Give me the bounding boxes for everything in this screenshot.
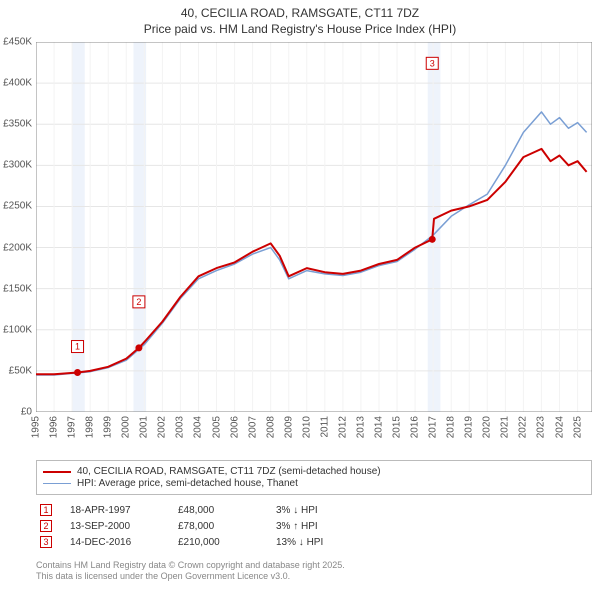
x-tick-label: 1997 — [67, 416, 78, 438]
x-tick-label: 2006 — [229, 416, 240, 438]
attribution: Contains HM Land Registry data © Crown c… — [36, 560, 592, 582]
chart-title: 40, CECILIA ROAD, RAMSGATE, CT11 7DZ Pri… — [0, 0, 600, 37]
svg-text:3: 3 — [430, 58, 435, 68]
x-tick-label: 2016 — [410, 416, 421, 438]
title-line-2: Price paid vs. HM Land Registry's House … — [0, 22, 600, 38]
x-tick-label: 2000 — [121, 416, 132, 438]
y-tick-label: £100K — [3, 324, 32, 335]
x-tick-label: 2014 — [373, 416, 384, 438]
x-tick-label: 2002 — [157, 416, 168, 438]
x-tick-label: 2022 — [518, 416, 529, 438]
x-tick-label: 2008 — [265, 416, 276, 438]
legend-swatch — [43, 483, 71, 484]
transaction-row: 1 18-APR-1997 £48,000 3% ↓ HPI — [36, 504, 592, 516]
y-axis: £0£50K£100K£150K£200K£250K£300K£350K£400… — [0, 42, 34, 412]
y-tick-label: £350K — [3, 119, 32, 130]
transaction-row: 3 14-DEC-2016 £210,000 13% ↓ HPI — [36, 536, 592, 548]
x-tick-label: 2003 — [175, 416, 186, 438]
x-tick-label: 2018 — [446, 416, 457, 438]
x-tick-label: 2012 — [337, 416, 348, 438]
x-tick-label: 2005 — [211, 416, 222, 438]
x-tick-label: 2004 — [193, 416, 204, 438]
x-tick-label: 2010 — [301, 416, 312, 438]
transaction-price: £78,000 — [178, 521, 258, 532]
x-tick-label: 2013 — [355, 416, 366, 438]
legend-item: HPI: Average price, semi-detached house,… — [43, 478, 585, 489]
transaction-diff: 3% ↓ HPI — [276, 505, 356, 516]
x-tick-label: 2007 — [247, 416, 258, 438]
transaction-row: 2 13-SEP-2000 £78,000 3% ↑ HPI — [36, 520, 592, 532]
y-tick-label: £450K — [3, 37, 32, 48]
x-tick-label: 2019 — [464, 416, 475, 438]
transaction-price: £48,000 — [178, 505, 258, 516]
transaction-price: £210,000 — [178, 537, 258, 548]
y-tick-label: £50K — [9, 365, 32, 376]
y-tick-label: £250K — [3, 201, 32, 212]
x-tick-label: 2025 — [572, 416, 583, 438]
y-tick-label: £300K — [3, 160, 32, 171]
legend-label: HPI: Average price, semi-detached house,… — [77, 478, 298, 489]
transaction-marker: 3 — [40, 536, 52, 548]
x-tick-label: 2001 — [139, 416, 150, 438]
x-tick-label: 2009 — [283, 416, 294, 438]
transaction-date: 14-DEC-2016 — [70, 537, 160, 548]
legend-swatch — [43, 471, 71, 473]
x-tick-label: 2024 — [554, 416, 565, 438]
y-tick-label: £200K — [3, 242, 32, 253]
svg-text:1: 1 — [75, 342, 80, 352]
transaction-diff: 3% ↑ HPI — [276, 521, 356, 532]
attribution-line-2: This data is licensed under the Open Gov… — [36, 571, 592, 582]
y-tick-label: £150K — [3, 283, 32, 294]
x-tick-label: 1998 — [85, 416, 96, 438]
chart-svg: 1 2 3 — [36, 42, 592, 412]
x-tick-label: 2023 — [536, 416, 547, 438]
legend-item: 40, CECILIA ROAD, RAMSGATE, CT11 7DZ (se… — [43, 466, 585, 477]
svg-text:2: 2 — [136, 297, 141, 307]
transaction-date: 18-APR-1997 — [70, 505, 160, 516]
x-tick-label: 1999 — [103, 416, 114, 438]
x-tick-label: 2011 — [319, 416, 330, 438]
x-tick-label: 1996 — [49, 416, 60, 438]
x-tick-label: 1995 — [31, 416, 42, 438]
x-tick-label: 2021 — [500, 416, 511, 438]
transaction-date: 13-SEP-2000 — [70, 521, 160, 532]
transaction-marker: 1 — [40, 504, 52, 516]
transaction-marker: 2 — [40, 520, 52, 532]
x-tick-label: 2017 — [428, 416, 439, 438]
attribution-line-1: Contains HM Land Registry data © Crown c… — [36, 560, 592, 571]
x-tick-label: 2015 — [392, 416, 403, 438]
legend-label: 40, CECILIA ROAD, RAMSGATE, CT11 7DZ (se… — [77, 466, 381, 477]
x-tick-label: 2020 — [482, 416, 493, 438]
chart-plot-area: 1 2 3 — [36, 42, 592, 412]
transactions-table: 1 18-APR-1997 £48,000 3% ↓ HPI 2 13-SEP-2000 £… — [36, 500, 592, 552]
y-tick-label: £400K — [3, 78, 32, 89]
transaction-diff: 13% ↓ HPI — [276, 537, 356, 548]
title-line-1: 40, CECILIA ROAD, RAMSGATE, CT11 7DZ — [0, 6, 600, 22]
x-axis: 1995199619971998199920002001200220032004… — [36, 414, 592, 454]
legend: 40, CECILIA ROAD, RAMSGATE, CT11 7DZ (se… — [36, 460, 592, 495]
